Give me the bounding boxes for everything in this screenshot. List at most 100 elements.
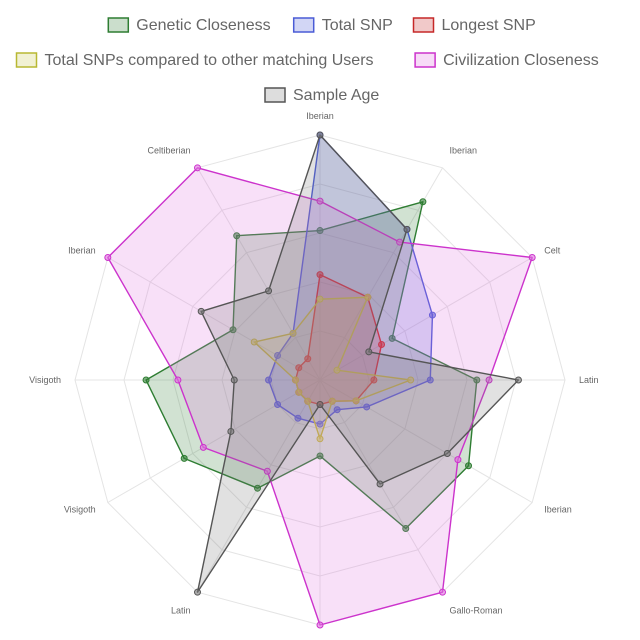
legend-swatch xyxy=(107,17,130,33)
data-point[interactable] xyxy=(230,376,238,384)
data-point[interactable] xyxy=(199,443,207,451)
data-point[interactable] xyxy=(328,397,336,405)
data-point[interactable] xyxy=(142,376,150,384)
axis-label: Iberian xyxy=(544,505,572,515)
axis-label: Iberian xyxy=(68,246,96,256)
data-point[interactable] xyxy=(250,338,258,346)
legend-item[interactable]: Civilization Closeness xyxy=(414,52,599,69)
data-point[interactable] xyxy=(428,311,436,319)
legend-swatch xyxy=(15,52,38,68)
data-point[interactable] xyxy=(174,376,182,384)
data-point[interactable] xyxy=(254,484,262,492)
legend-item[interactable]: Genetic Closeness xyxy=(107,17,271,34)
data-point[interactable] xyxy=(407,376,415,384)
datasets xyxy=(104,131,536,629)
data-point[interactable] xyxy=(304,397,312,405)
data-point[interactable] xyxy=(316,435,324,443)
data-point[interactable] xyxy=(194,588,201,596)
axis-label: Latin xyxy=(579,375,599,385)
legend-item[interactable]: Total SNP xyxy=(292,17,393,34)
data-point[interactable] xyxy=(294,414,302,422)
data-point[interactable] xyxy=(365,348,373,356)
data-point[interactable] xyxy=(439,588,446,596)
data-point[interactable] xyxy=(274,401,282,408)
data-point[interactable] xyxy=(363,403,371,411)
data-point[interactable] xyxy=(333,366,341,374)
data-point[interactable] xyxy=(180,454,188,462)
data-point[interactable] xyxy=(295,364,303,372)
data-point[interactable] xyxy=(454,456,462,464)
data-point[interactable] xyxy=(465,462,473,470)
legend-swatch xyxy=(412,17,435,33)
data-point[interactable] xyxy=(292,376,299,384)
data-point[interactable] xyxy=(289,329,297,337)
dataset-series xyxy=(142,198,481,533)
data-point[interactable] xyxy=(443,450,451,457)
data-point[interactable] xyxy=(316,452,324,460)
legend-label: Genetic Closeness xyxy=(136,17,270,34)
axis-labels: Iberian Iberian Celt Latin Iberian Gallo-Roma… xyxy=(29,111,599,615)
grid-spoke xyxy=(107,257,321,381)
legend-label: Civilization Closeness xyxy=(443,52,599,69)
data-point[interactable] xyxy=(333,406,341,414)
legend-item[interactable]: Total SNPs compared to other matching Us… xyxy=(15,52,374,69)
data-point[interactable] xyxy=(316,197,324,205)
data-point[interactable] xyxy=(376,480,384,488)
data-point[interactable] xyxy=(419,198,427,206)
axis-label: Visigoth xyxy=(64,505,96,515)
data-point[interactable] xyxy=(274,352,282,359)
data-point[interactable] xyxy=(316,227,324,235)
data-point[interactable] xyxy=(402,525,410,533)
axis-label: Iberian xyxy=(306,111,334,121)
data-point[interactable] xyxy=(473,376,481,384)
data-point[interactable] xyxy=(378,340,386,348)
data-point[interactable] xyxy=(295,388,303,396)
data-point[interactable] xyxy=(316,621,324,629)
data-point[interactable] xyxy=(304,355,312,363)
legend: Genetic Closeness Total SNP Longest SNP Tot… xyxy=(15,17,599,104)
dataset-series xyxy=(250,293,415,443)
legend-label: Sample Age xyxy=(293,87,379,104)
legend-swatch xyxy=(414,52,436,68)
data-point[interactable] xyxy=(514,376,522,384)
data-point[interactable] xyxy=(388,334,396,342)
data-point[interactable] xyxy=(265,287,273,295)
axis-label: Latin xyxy=(171,605,191,615)
data-point[interactable] xyxy=(229,326,237,334)
data-point[interactable] xyxy=(197,307,205,315)
legend-item[interactable]: Longest SNP xyxy=(412,17,536,34)
legend-swatch xyxy=(292,17,315,33)
data-point[interactable] xyxy=(426,376,434,384)
data-point[interactable] xyxy=(265,376,273,384)
data-point[interactable] xyxy=(316,295,324,303)
axis-label: Celtiberian xyxy=(147,146,190,156)
data-point[interactable] xyxy=(316,401,324,408)
data-point[interactable] xyxy=(528,254,536,261)
legend-label: Total SNP xyxy=(322,17,393,34)
legend-swatch xyxy=(264,87,286,103)
legend-label: Total SNPs compared to other matching Us… xyxy=(45,52,374,69)
data-point[interactable] xyxy=(364,293,372,301)
data-point[interactable] xyxy=(227,427,235,435)
data-point[interactable] xyxy=(316,131,324,139)
legend-item[interactable]: Sample Age xyxy=(264,87,379,104)
data-point[interactable] xyxy=(403,225,411,233)
data-point[interactable] xyxy=(194,164,201,172)
axis-label: Visigoth xyxy=(29,375,61,385)
data-point[interactable] xyxy=(316,271,324,279)
data-point[interactable] xyxy=(233,232,241,240)
grid-spoke xyxy=(107,379,321,503)
dataset-series xyxy=(194,131,522,596)
data-point[interactable] xyxy=(263,467,271,475)
data-point[interactable] xyxy=(370,376,378,384)
data-point[interactable] xyxy=(316,420,324,428)
data-point[interactable] xyxy=(485,376,493,384)
grid-spoke xyxy=(197,167,321,381)
grid-spoke xyxy=(319,257,533,381)
data-point[interactable] xyxy=(352,397,360,405)
axis-label: Gallo-Roman xyxy=(450,605,503,615)
data-point[interactable] xyxy=(104,254,112,261)
axis-label: Iberian xyxy=(450,146,478,156)
dataset-series xyxy=(104,164,536,629)
